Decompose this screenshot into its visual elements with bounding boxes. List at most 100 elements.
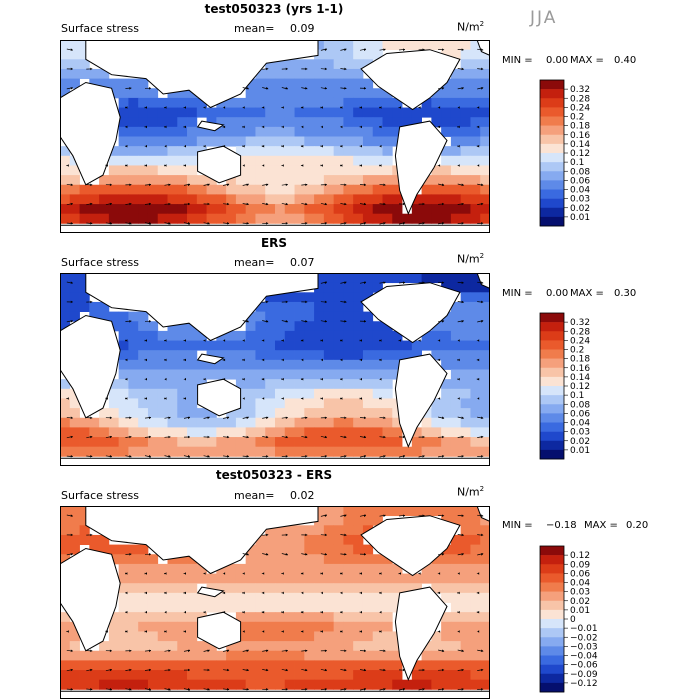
stress-vector-head (281, 377, 284, 381)
heatmap-cell (294, 398, 305, 409)
colorbar-label: 0.18 (570, 122, 590, 132)
heatmap-cell (343, 330, 354, 341)
stress-vector-head (461, 455, 464, 458)
coastlines (60, 506, 490, 699)
heatmap-cell (392, 40, 403, 51)
stress-vector-head (324, 222, 327, 225)
heatmap-cell (441, 97, 452, 108)
stress-vector-head (320, 377, 323, 381)
heatmap-cell (118, 388, 129, 399)
heatmap-cell (382, 340, 393, 351)
heatmap-cell (343, 292, 354, 303)
heatmap-cell (108, 165, 120, 176)
heatmap-cell (343, 321, 354, 332)
heatmap-cell (441, 126, 452, 137)
heatmap-cell (147, 117, 159, 128)
heatmap-cell (343, 583, 354, 594)
stress-vector-head (481, 67, 484, 71)
colorbar-label: 0.16 (570, 131, 590, 141)
stress-vector-head (90, 300, 93, 304)
heatmap-cell (99, 175, 110, 186)
colorbar-label: 0.03 (570, 588, 590, 598)
heatmap-cell (128, 554, 139, 565)
stress-vector-head (403, 514, 405, 517)
stress-vector-head (145, 339, 147, 342)
heatmap-cell (69, 273, 80, 284)
heatmap-cell (304, 398, 315, 409)
heatmap-cell (216, 136, 227, 147)
heatmap-cell (353, 175, 364, 186)
land-mass (60, 81, 121, 186)
heatmap-cell (235, 660, 247, 671)
heatmap-cell (157, 379, 168, 390)
heatmap-cell (167, 446, 178, 457)
stress-vector-head (90, 416, 93, 420)
heatmap-cell (460, 194, 471, 205)
heatmap-cell (265, 621, 276, 632)
heatmap-cell (323, 359, 335, 370)
stress-vector-head (125, 572, 128, 575)
heatmap-cell (235, 146, 247, 157)
heatmap-cell (372, 506, 383, 517)
heatmap-cell (265, 408, 276, 419)
heatmap-cell (118, 670, 129, 681)
heatmap-cell (138, 563, 149, 574)
heatmap-cell (108, 204, 120, 215)
heatmap-cell (333, 583, 344, 594)
heatmap-cell (245, 194, 256, 205)
heatmap-cell (265, 602, 276, 613)
heatmap-cell (343, 88, 354, 99)
heatmap-cell (177, 213, 188, 224)
stress-vector-head (344, 435, 347, 439)
stress-vector-head (457, 106, 460, 109)
heatmap-cell (294, 97, 305, 108)
heatmap-cell (118, 340, 129, 351)
stress-vector-head (344, 514, 347, 517)
heatmap-cell (255, 544, 266, 555)
colorbar-swatch (540, 134, 564, 145)
stress-vector-head (281, 591, 284, 595)
heatmap-cell (284, 534, 295, 545)
heatmap-cell (421, 563, 432, 574)
heatmap-cell (157, 417, 168, 428)
heatmap-cell (333, 398, 344, 409)
heatmap-cell (294, 359, 305, 370)
heatmap-cell (304, 301, 315, 312)
heatmap-cell (343, 350, 354, 361)
heatmap-cell (147, 126, 159, 137)
heatmap-cell (304, 660, 315, 671)
heatmap-cell (108, 194, 120, 205)
stress-vector-head (188, 183, 190, 187)
heatmap-cell (480, 78, 490, 89)
stress-vector-head (301, 591, 304, 595)
heatmap-cell (128, 544, 139, 555)
heatmap-cell (255, 213, 266, 224)
stress-vector-head (399, 106, 401, 109)
stress-vector-head (360, 377, 362, 381)
stress-vector-head (442, 222, 445, 225)
panel3-map (60, 506, 490, 699)
heatmap-cell (333, 88, 344, 99)
heatmap-cell (284, 408, 295, 419)
heatmap-cell (441, 573, 452, 584)
stress-vector-head (344, 87, 347, 90)
heatmap-cell (382, 573, 393, 584)
heatmap-cell (138, 388, 149, 399)
heatmap-cell (353, 117, 364, 128)
heatmap-cell (275, 388, 286, 399)
heatmap-cell (255, 350, 266, 361)
heatmap-cell (450, 330, 462, 341)
heatmap-cell (470, 554, 481, 565)
heatmap-cell (245, 563, 256, 574)
stress-vector-head (481, 87, 484, 90)
heatmap-cell (60, 184, 71, 195)
heatmap-cell (128, 612, 139, 623)
heatmap-cell (362, 408, 374, 419)
heatmap-cell (323, 321, 335, 332)
heatmap-cell (216, 602, 227, 613)
heatmap-cell (255, 602, 266, 613)
heatmap-cell (372, 398, 383, 409)
heatmap-cell (392, 573, 403, 584)
heatmap-cell (460, 184, 471, 195)
heatmap-cell (333, 437, 344, 448)
